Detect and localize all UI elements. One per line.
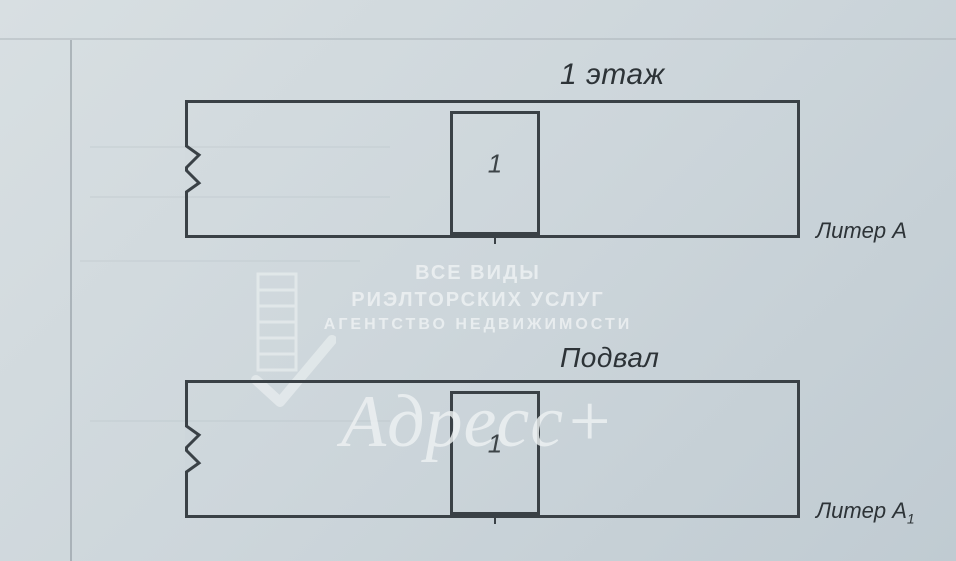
watermark-line2: РИЭЛТОРСКИХ УСЛУГ: [0, 289, 956, 312]
liter-text: Литер А: [816, 218, 907, 243]
liter-label-floor1: Литер А: [816, 218, 907, 244]
break-mark-icon: [185, 145, 209, 193]
unit-box-floor1: 1: [450, 111, 540, 235]
unit-number-basement: 1: [488, 428, 502, 459]
liter-label-basement: Литер А1: [816, 498, 915, 526]
unit-number-floor1: 1: [488, 148, 502, 179]
unit-tick: [494, 232, 496, 244]
plan-outline-floor1: 1: [185, 100, 800, 238]
floor-title-basement: Подвал: [560, 342, 659, 374]
unit-box-basement: 1: [450, 391, 540, 515]
paper-fold-top: [0, 38, 956, 40]
watermark-text: ВСЕ ВИДЫ РИЭЛТОРСКИХ УСЛУГ АГЕНТСТВО НЕД…: [0, 262, 956, 334]
watermark-line1: ВСЕ ВИДЫ: [0, 262, 956, 285]
liter-text: Литер А: [816, 498, 907, 523]
break-mark-icon: [185, 425, 209, 473]
plan-outline-basement: 1: [185, 380, 800, 518]
paper-fold-left: [70, 40, 72, 561]
ghost-line: [80, 260, 360, 262]
floor-title-1: 1 этаж: [560, 58, 665, 92]
floor-plan-diagram: 1 этаж 1 Литер А ВСЕ ВИДЫ РИЭЛТОРСКИХ УС…: [0, 0, 956, 561]
watermark-line3: АГЕНТСТВО НЕДВИЖИМОСТИ: [0, 316, 956, 334]
unit-tick: [494, 512, 496, 524]
liter-sub: 1: [907, 510, 915, 526]
